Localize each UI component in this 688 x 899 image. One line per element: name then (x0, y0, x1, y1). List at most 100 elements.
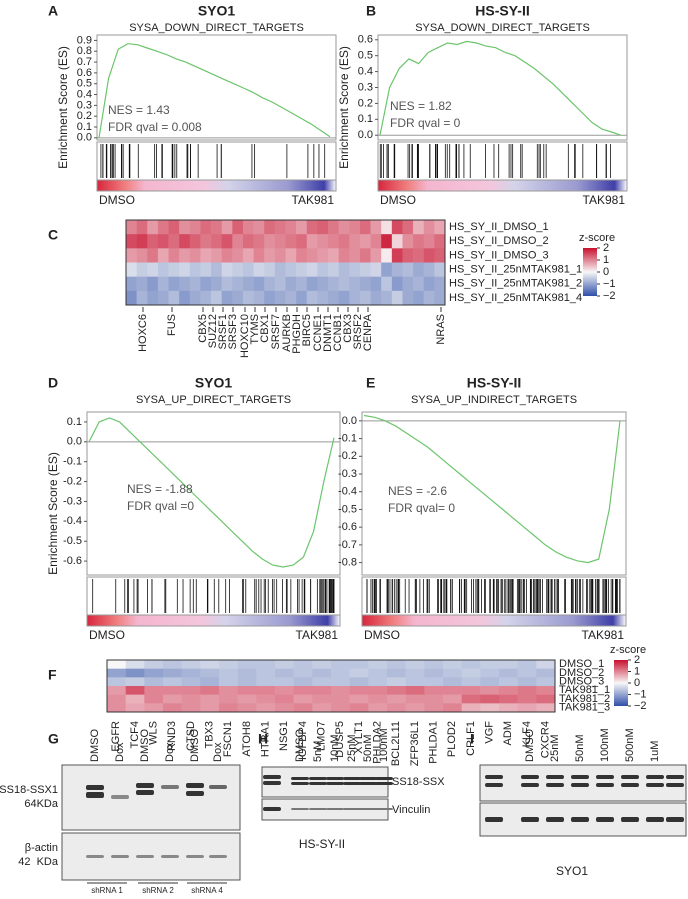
heat-cell (125, 694, 145, 704)
y-tick-label: -0.7 (338, 539, 357, 551)
y-tick-label: 0.6 (77, 67, 92, 79)
band (86, 855, 104, 858)
band (546, 783, 564, 787)
lane-label: 25nM (346, 734, 358, 762)
legend-tick-label: 2 (634, 654, 640, 666)
heat-cell (256, 660, 276, 669)
heat-cell (181, 686, 201, 695)
lane-label: 50nM (362, 734, 374, 762)
band (546, 775, 564, 779)
heat-cell (359, 290, 371, 306)
heat-cell (499, 668, 518, 678)
heat-cell (423, 220, 435, 235)
plot-frame (86, 411, 341, 576)
heat-cell (423, 276, 435, 292)
heat-cell (125, 660, 145, 669)
heat-cell (221, 262, 233, 277)
heat-cell (443, 677, 462, 687)
y-tick-label: -0.6 (63, 555, 82, 567)
gene-label: PHGDH (291, 314, 303, 354)
heat-cell (147, 262, 159, 277)
heat-cell (480, 694, 500, 704)
heat-cell (126, 290, 137, 306)
gene-label: PLOD2 (446, 721, 458, 757)
heat-cell (211, 276, 222, 292)
y-tick-label: 0.0 (67, 436, 82, 448)
gene-label: LMO7 (316, 721, 328, 751)
heat-cell (200, 668, 220, 678)
heat-cell (443, 686, 462, 695)
heat-cell (264, 234, 276, 249)
heat-cell (517, 677, 537, 687)
heat-cell (157, 262, 169, 277)
gene-label: SRSF7 (270, 314, 282, 349)
y-axis-label: Enrichment Score (ES) (46, 452, 60, 575)
heat-cell (328, 276, 339, 292)
heat-cell (381, 262, 393, 277)
heat-cell (242, 290, 254, 306)
heat-cell (387, 703, 406, 713)
heat-cell (338, 262, 350, 277)
heat-cell (405, 677, 425, 687)
nes-text: NES = -1.88 (127, 482, 193, 496)
heat-cell (480, 660, 500, 669)
heat-cell (349, 248, 361, 263)
panel-title: SYO1 (198, 3, 236, 19)
lane-label: 1uM (649, 741, 661, 762)
gene-label: CXCR4 (540, 721, 552, 758)
heat-cell (331, 694, 350, 704)
gene-label: CCNE1 (312, 314, 324, 351)
heat-cell (331, 677, 350, 687)
protein-label: SS18-SSX1 (0, 784, 58, 796)
band (309, 808, 327, 810)
heat-cell (402, 220, 414, 235)
heat-cell (461, 668, 481, 678)
heat-cell (147, 290, 159, 306)
heat-cell (237, 694, 257, 704)
heat-cell (256, 686, 276, 695)
lane-label: 5nM (312, 741, 324, 762)
rank-bar (361, 614, 627, 627)
heat-cell (189, 220, 201, 235)
heat-cell (331, 703, 350, 713)
band (546, 817, 564, 822)
heat-cell (312, 660, 332, 669)
gene-label: CTSD (185, 721, 197, 751)
row-label: HS_SY_II_DMSO_3 (449, 249, 549, 261)
band (86, 792, 104, 798)
gene-label: ADM (502, 721, 514, 745)
group-label: shRNA 1 (91, 886, 123, 895)
heat-cell (253, 220, 265, 235)
heat-cell (461, 703, 481, 713)
heat-cell (147, 248, 159, 263)
heat-cell (331, 686, 350, 695)
band (86, 785, 104, 790)
panel-subtitle: SYSA_DOWN_DIRECT_TARGETS (129, 22, 304, 34)
heat-cell (349, 262, 361, 277)
row-label: TAK981_3 (559, 702, 610, 714)
heat-cell (125, 668, 145, 678)
heat-cell (349, 276, 361, 292)
heat-cell (499, 694, 518, 704)
y-axis-label: Enrichment Score (ES) (337, 46, 351, 169)
band (326, 782, 344, 785)
y-tick-label: 0.9 (77, 34, 92, 46)
heat-cell (285, 248, 297, 263)
heat-cell (443, 703, 462, 713)
heat-cell (536, 703, 556, 713)
heat-cell (256, 703, 276, 713)
band (375, 777, 393, 780)
heat-cell (264, 276, 276, 292)
heat-cell (285, 262, 297, 277)
heat-cell (317, 248, 329, 263)
heat-cell (359, 262, 371, 277)
y-axis-label: Enrichment Score (ES) (56, 46, 70, 169)
legend-tick-label: −2 (634, 700, 647, 712)
heat-cell (413, 290, 425, 306)
plot-frame (361, 411, 627, 576)
heat-cell (136, 234, 148, 249)
heat-cell (328, 234, 339, 249)
heat-cell (368, 668, 388, 678)
heat-cell (219, 660, 238, 669)
legend-tick-label: 0 (634, 677, 640, 689)
